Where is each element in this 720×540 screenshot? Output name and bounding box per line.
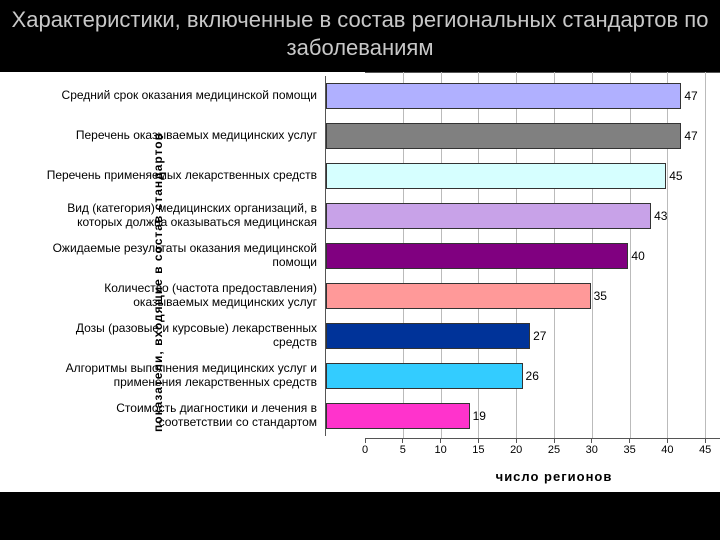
x-tick-label: 25 [544,444,564,456]
bar-label: Дозы (разовые и курсовые) лекарственных … [40,322,325,350]
bar-track: 27 [325,316,703,356]
bar-row: Алгоритмы выполнения медицинских услуг и… [40,356,720,396]
bar-track: 19 [325,396,703,436]
bar: 47 [326,123,681,149]
x-tick-label: 0 [355,444,375,456]
x-axis: 05101520253035404550 [365,438,720,462]
bar-track: 35 [325,276,703,316]
bar-track: 40 [325,236,703,276]
bar-label: Ожидаемые результаты оказания медицинско… [40,242,325,270]
x-tick-label: 5 [393,444,413,456]
bar-value: 27 [533,329,546,343]
x-tick-label: 20 [506,444,526,456]
bar-row: Средний срок оказания медицинской помощи… [40,76,720,116]
bar-row: Перечень применяемых лекарственных средс… [40,156,720,196]
bar-value: 45 [669,169,682,183]
x-tick-label: 35 [620,444,640,456]
bar-row: Дозы (разовые и курсовые) лекарственных … [40,316,720,356]
bar-rows: Средний срок оказания медицинской помощи… [40,76,720,434]
bar-row: Стоимость диагностики и лечения в соотве… [40,396,720,436]
plot-area: Средний срок оказания медицинской помощи… [40,72,720,492]
x-tick-label: 45 [695,444,715,456]
bar-track: 26 [325,356,703,396]
page-title: Характеристики, включенные в состав реги… [0,0,720,69]
bar-track: 47 [325,116,703,156]
bar-row: Ожидаемые результаты оказания медицинско… [40,236,720,276]
bar-value: 43 [654,209,667,223]
plot-top-border [365,72,720,73]
bar-track: 43 [325,196,703,236]
bar-value: 19 [473,409,486,423]
bar: 40 [326,243,628,269]
bar-value: 26 [526,369,539,383]
bar-row: Вид (категория) медицинских организаций,… [40,196,720,236]
x-tick-label: 40 [657,444,677,456]
bar-value: 47 [684,129,697,143]
x-axis-title: число регионов [365,469,720,484]
x-tick-label: 30 [582,444,602,456]
bar-label: Перечень оказываемых медицинских услуг [40,129,325,143]
bar-label: Стоимость диагностики и лечения в соотве… [40,402,325,430]
chart-panel: показатели, входящие в состав стандартов… [0,72,720,492]
bar-label: Перечень применяемых лекарственных средс… [40,169,325,183]
bar: 27 [326,323,530,349]
bar: 45 [326,163,666,189]
bar-label: Алгоритмы выполнения медицинских услуг и… [40,362,325,390]
bar-track: 47 [325,76,703,116]
bar: 19 [326,403,470,429]
bar: 47 [326,83,681,109]
bar: 43 [326,203,651,229]
bar-row: Количество (частота предоставления) оказ… [40,276,720,316]
bar-track: 45 [325,156,703,196]
bar-label: Средний срок оказания медицинской помощи [40,89,325,103]
bar-value: 47 [684,89,697,103]
bar-row: Перечень оказываемых медицинских услуг47 [40,116,720,156]
bar-label: Количество (частота предоставления) оказ… [40,282,325,310]
bar-label: Вид (категория) медицинских организаций,… [40,202,325,230]
bar: 35 [326,283,591,309]
bar-value: 35 [594,289,607,303]
bar: 26 [326,363,523,389]
x-tick-label: 15 [468,444,488,456]
x-tick-label: 10 [431,444,451,456]
bar-value: 40 [631,249,644,263]
